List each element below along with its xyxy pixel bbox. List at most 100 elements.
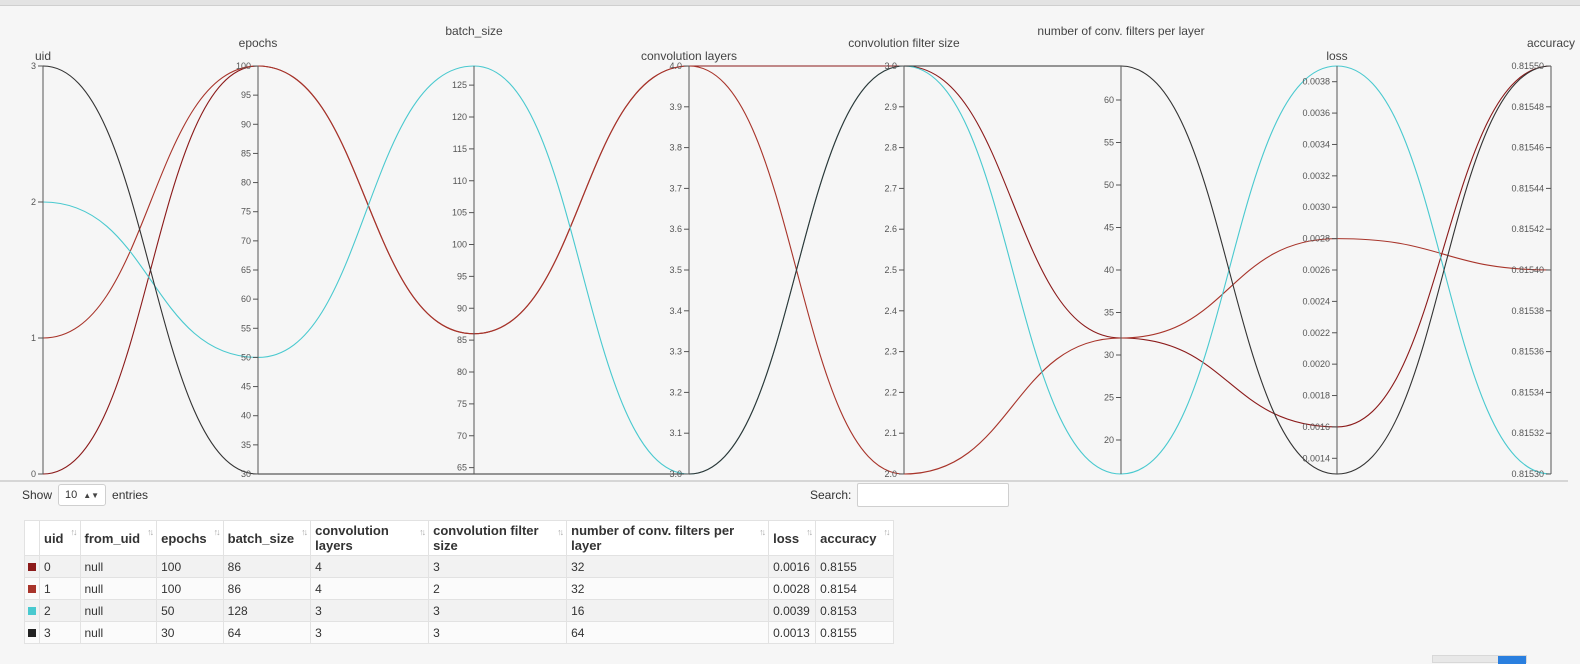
tick-label: 2.9	[884, 102, 897, 112]
table-row[interactable]: 1 null 100 86 4 2 32 0.0028 0.8154	[24, 577, 894, 600]
column-header-convolution-filter-size[interactable]: convolution filter size ↑↓	[428, 520, 568, 556]
column-header-convolution-layers[interactable]: convolution layers ↑↓	[310, 520, 430, 556]
tick-label: 3.4	[669, 306, 682, 316]
tick-label: 0.81542	[1511, 224, 1544, 234]
axis-title-batch_size[interactable]: batch_size	[445, 24, 503, 38]
tick-label: 40	[1104, 265, 1114, 275]
table-cell: 32	[566, 555, 770, 578]
tick-label: 45	[1104, 223, 1114, 233]
column-header-batch-size[interactable]: batch_size ↑↓	[222, 520, 312, 556]
table-cell: 16	[566, 599, 770, 622]
sort-icon: ↑↓	[70, 527, 78, 537]
pagination-control[interactable]	[1432, 655, 1527, 664]
column-header-epochs[interactable]: epochs ↑↓	[156, 520, 224, 556]
tick-label: 3.3	[669, 347, 682, 357]
tick-label: 2.8	[884, 143, 897, 153]
table-cell: 3	[428, 599, 568, 622]
column-header-label: epochs	[161, 530, 207, 546]
sort-icon: ↑↓	[147, 527, 154, 537]
sort-icon: ↑↓	[557, 527, 564, 537]
tick-label: 105	[452, 208, 467, 218]
column-header-label: from_uid	[84, 530, 141, 546]
column-header-label: convolution layers	[315, 523, 389, 553]
axis-title-epochs[interactable]: epochs	[239, 36, 278, 50]
axis-title-loss[interactable]: loss	[1326, 49, 1347, 63]
tick-label: 0.81540	[1511, 265, 1544, 275]
show-label: Show	[22, 488, 53, 502]
table-cell: null	[79, 599, 158, 622]
column-header-number-of-filters[interactable]: number of conv. filters per layer ↑↓	[566, 520, 770, 556]
tick-label: 60	[241, 294, 251, 304]
tick-label: 0.0020	[1302, 359, 1330, 369]
tick-label: 2.1	[884, 428, 897, 438]
table-cell: 1	[39, 577, 81, 600]
color-column-header	[24, 520, 40, 556]
table-cell: 100	[156, 577, 224, 600]
tick-label: 70	[457, 431, 467, 441]
tick-label: 0.0026	[1302, 265, 1330, 275]
table-cell: 64	[222, 621, 312, 644]
tick-label: 0.81534	[1511, 387, 1544, 397]
tick-label: 4.0	[669, 61, 682, 71]
tick-label: 0.0022	[1302, 328, 1330, 338]
tick-label: 50	[1104, 180, 1114, 190]
pagination-active-page[interactable]	[1498, 656, 1526, 664]
tick-label: 0.0038	[1302, 77, 1330, 87]
series-line-uid-1[interactable]	[42, 65, 1552, 475]
search-input[interactable]	[857, 483, 1010, 507]
table-cell: 0.8153	[815, 599, 894, 622]
tick-label: 85	[241, 148, 251, 158]
tick-label: 0	[31, 469, 36, 479]
column-header-label: uid	[44, 530, 64, 546]
column-header-accuracy[interactable]: accuracy ↑↓	[815, 520, 894, 556]
axis-title-uid[interactable]: uid	[35, 49, 51, 63]
table-row[interactable]: 2 null 50 128 3 3 16 0.0039 0.8153	[24, 599, 894, 622]
tick-label: 2.7	[884, 183, 897, 193]
tick-label: 120	[452, 112, 467, 122]
table-row[interactable]: 0 null 100 86 4 3 32 0.0016 0.8155	[24, 555, 894, 578]
column-header-loss[interactable]: loss ↑↓	[768, 520, 817, 556]
table-cell: 0.8154	[815, 577, 894, 600]
axis-title-conv_filter_size[interactable]: convolution filter size	[848, 36, 960, 50]
axis-title-accuracy[interactable]: accuracy	[1527, 36, 1575, 50]
axis-title-num_filters[interactable]: number of conv. filters per layer	[1037, 24, 1204, 38]
tick-label: 0.81548	[1511, 102, 1544, 112]
column-header-label: batch_size	[227, 530, 295, 546]
tick-label: 3.1	[669, 428, 682, 438]
tick-label: 65	[241, 265, 251, 275]
results-table: uid ↑↓ from_uid ↑↓ epochs ↑↓ batch_size ↑↓ c…	[24, 520, 894, 644]
tick-label: 35	[241, 440, 251, 450]
table-cell: null	[79, 555, 158, 578]
table-body: 0 null 100 86 4 3 32 0.0016 0.8155 1 null 100 86 4 2 32…	[24, 555, 894, 644]
table-header-row: uid ↑↓ from_uid ↑↓ epochs ↑↓ batch_size ↑↓ c…	[24, 520, 894, 556]
table-cell: 64	[566, 621, 770, 644]
column-header-label: loss	[773, 530, 800, 546]
color-swatch	[28, 607, 36, 616]
tick-label: 2.0	[884, 469, 897, 479]
tick-label: 3.7	[669, 183, 682, 193]
tick-label: 2.4	[884, 306, 897, 316]
entries-select[interactable]: 10 ▲▼	[58, 484, 107, 506]
tick-label: 3.8	[669, 143, 682, 153]
sort-icon: ↑↓	[759, 527, 766, 537]
table-cell: 0.8155	[815, 555, 894, 578]
parallel-coordinates-chart[interactable]: uid 0 1 2 3 epochs 30 35 40 45 50 55 60 65 70 75 80 85 90 9…	[0, 6, 1580, 482]
panel-divider[interactable]	[0, 480, 1568, 482]
tick-label: 2.5	[884, 265, 897, 275]
table-cell: 2	[428, 577, 568, 600]
tick-label: 100	[452, 240, 467, 250]
column-header-uid[interactable]: uid ↑↓	[39, 520, 81, 556]
column-header-from-uid[interactable]: from_uid ↑↓	[79, 520, 158, 556]
row-color-cell	[24, 555, 40, 578]
tick-label: 0.0014	[1302, 453, 1330, 463]
tick-label: 0.81544	[1511, 183, 1544, 193]
entries-length-control: Show 10 ▲▼ entries	[22, 484, 148, 506]
tick-label: 40	[241, 411, 251, 421]
sort-icon: ↑↓	[419, 527, 426, 537]
axis-title-conv_layers[interactable]: convolution layers	[641, 49, 737, 63]
tick-label: 0.81536	[1511, 347, 1544, 357]
table-row[interactable]: 3 null 30 64 3 3 64 0.0013 0.8155	[24, 621, 894, 644]
tick-label: 90	[241, 119, 251, 129]
tick-label: 2.3	[884, 347, 897, 357]
tick-label: 80	[241, 178, 251, 188]
